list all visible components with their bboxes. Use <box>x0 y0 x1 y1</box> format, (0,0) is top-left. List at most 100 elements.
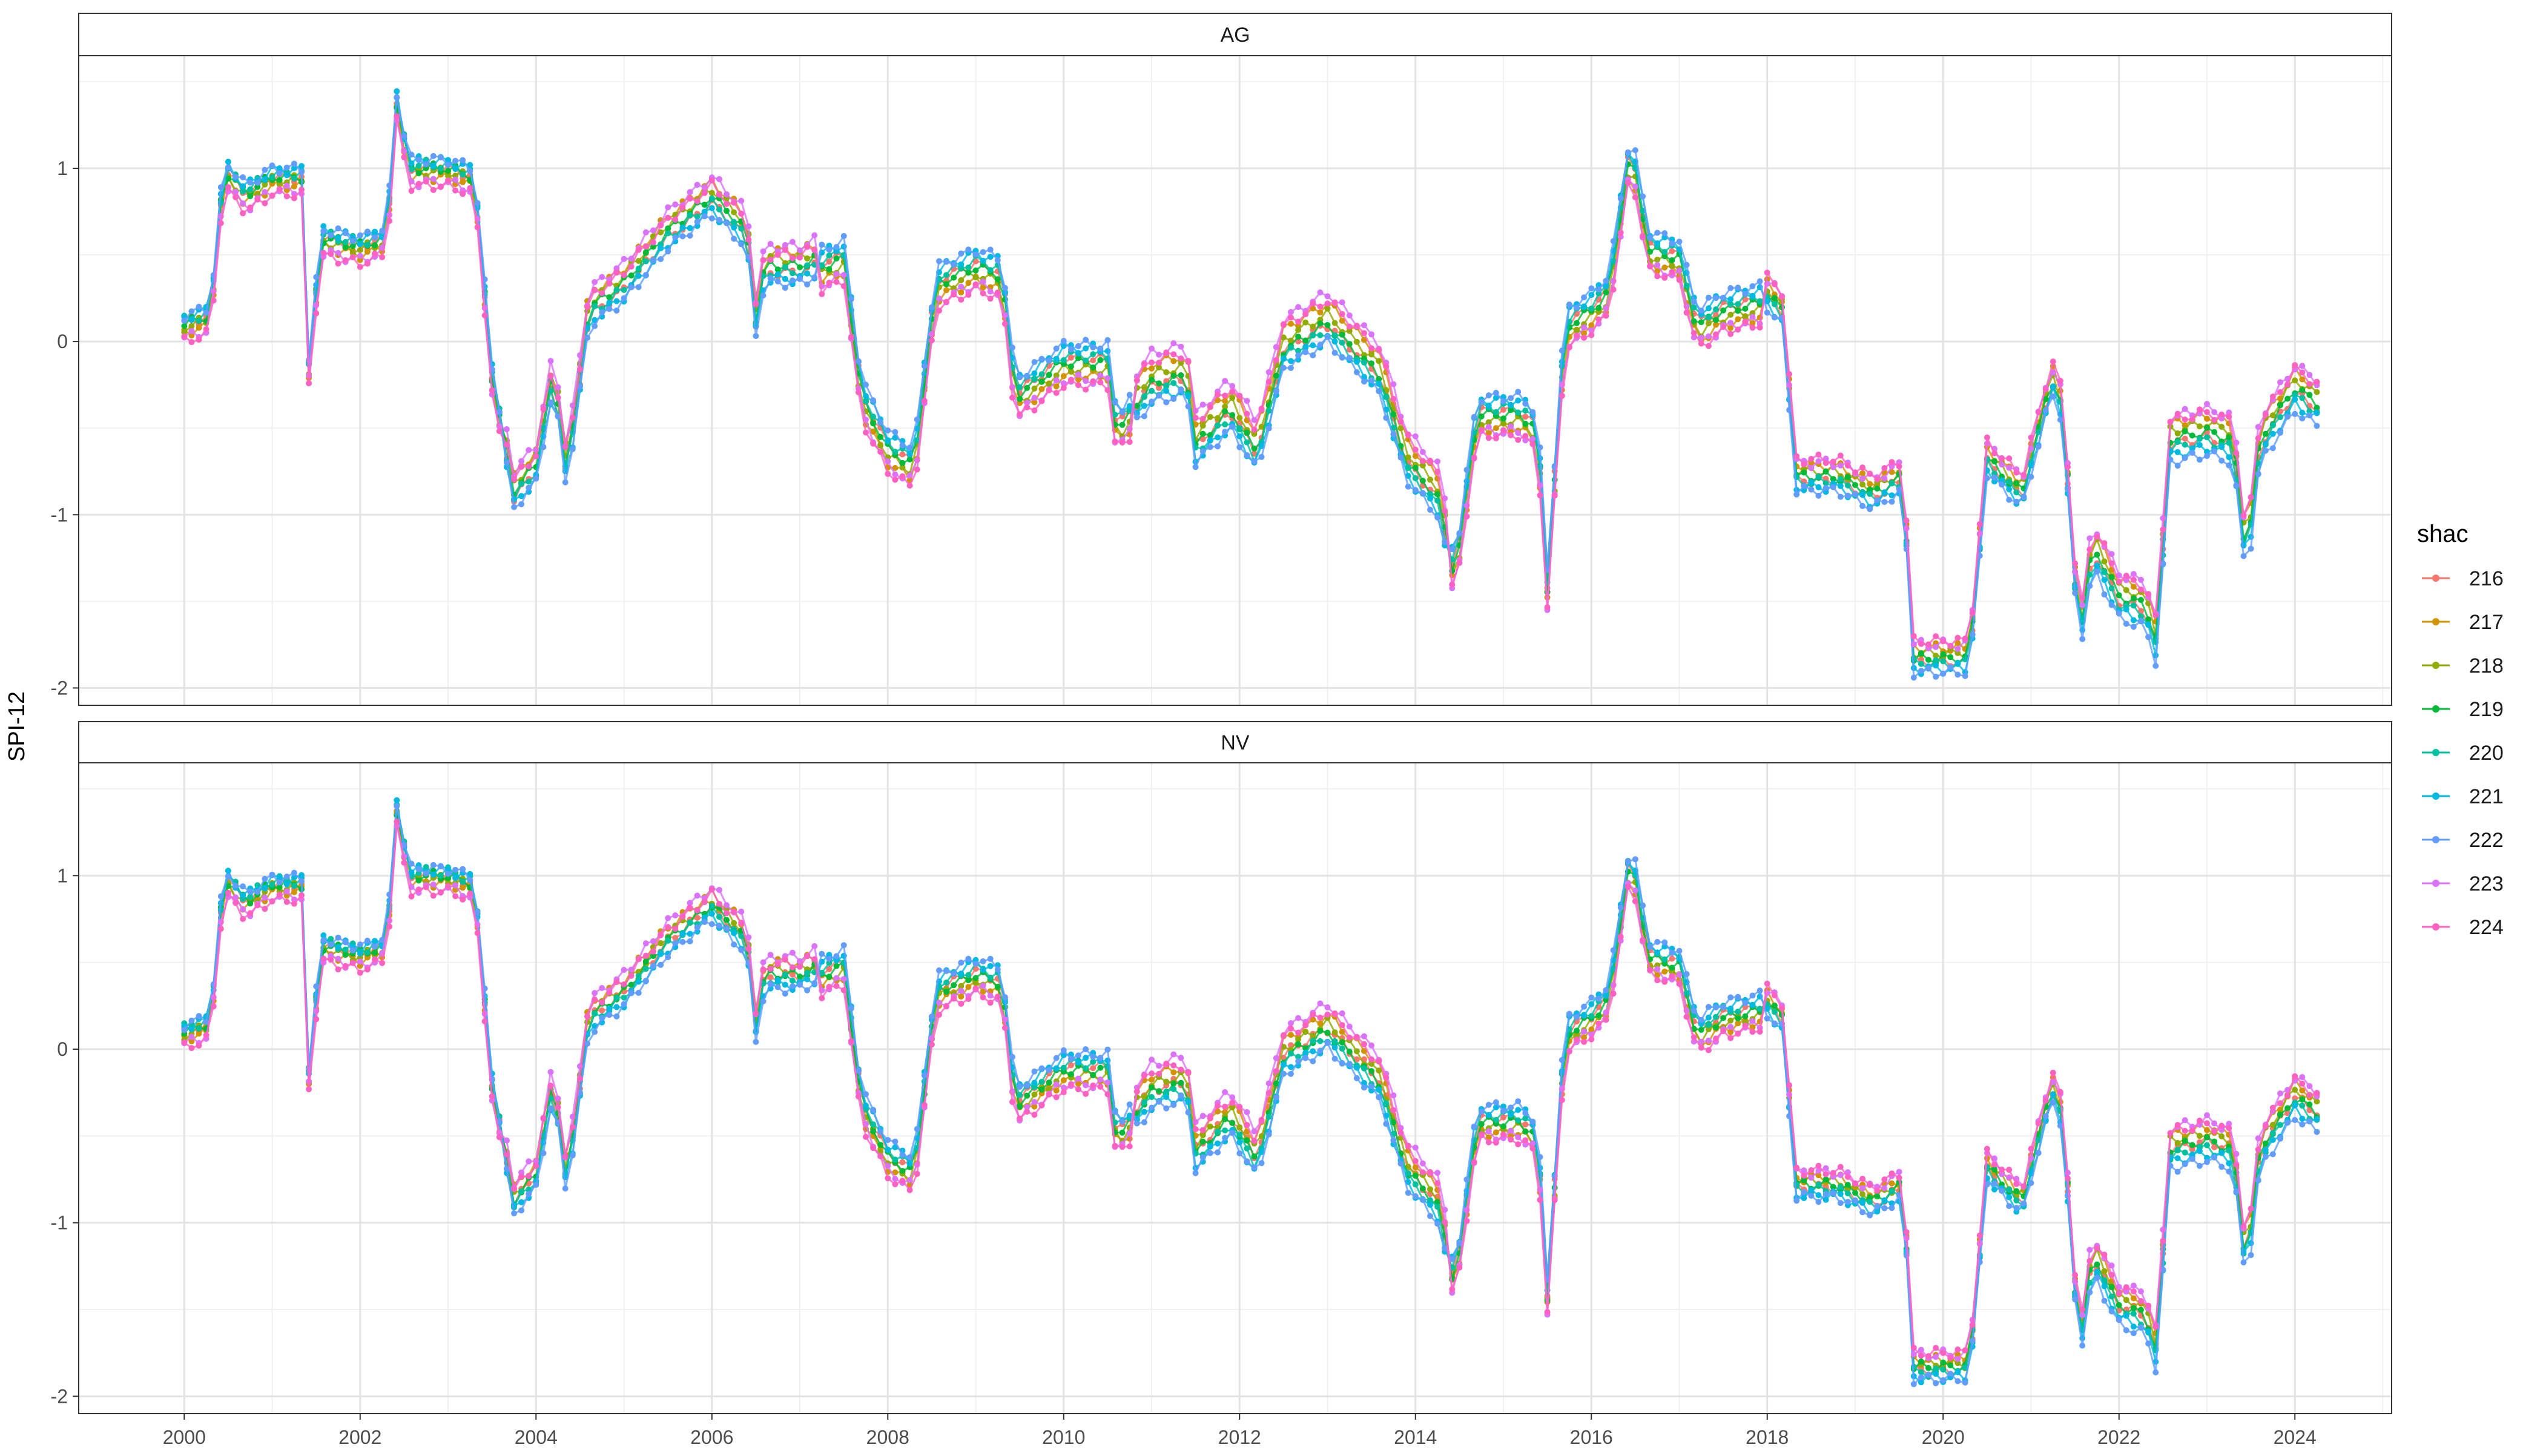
data-point <box>1706 1022 1712 1028</box>
data-point <box>2204 1135 2210 1141</box>
data-point <box>1156 1099 1162 1105</box>
data-point <box>284 888 290 894</box>
data-point <box>1295 1041 1301 1047</box>
data-point <box>2050 1099 2056 1105</box>
data-point <box>1141 394 1147 400</box>
data-point <box>1039 1079 1045 1085</box>
data-point <box>1127 1101 1133 1107</box>
facet-panel-ag: AG-2-101 <box>51 13 2392 705</box>
data-point <box>2175 1147 2181 1153</box>
data-point <box>724 191 730 197</box>
data-point <box>599 1007 605 1013</box>
data-point <box>1735 316 1741 322</box>
data-point <box>965 246 971 252</box>
data-point <box>1434 498 1440 504</box>
data-point <box>724 917 730 923</box>
data-point <box>1735 1009 1741 1015</box>
data-point <box>1611 238 1617 244</box>
data-point <box>2036 444 2042 450</box>
data-point <box>1310 1058 1316 1064</box>
data-point <box>1236 1124 1242 1130</box>
data-point <box>1302 1055 1308 1061</box>
data-point <box>1368 331 1374 337</box>
data-point <box>1801 1189 1807 1195</box>
data-point <box>2204 1127 2210 1133</box>
data-point <box>2233 450 2239 456</box>
data-point <box>885 1163 891 1169</box>
data-point <box>973 268 979 274</box>
data-point <box>877 1142 883 1148</box>
data-point <box>1200 431 1206 437</box>
data-point <box>196 318 202 324</box>
data-point <box>1347 1049 1353 1055</box>
data-point <box>1515 389 1521 395</box>
data-point <box>929 1013 935 1020</box>
data-point <box>262 189 268 195</box>
data-point <box>2102 558 2108 564</box>
data-point <box>1808 479 1814 485</box>
data-point <box>1031 1092 1037 1098</box>
data-point <box>650 239 656 245</box>
data-point <box>745 237 751 243</box>
data-point <box>2086 572 2093 578</box>
data-point <box>2292 411 2298 417</box>
data-point <box>1083 337 1089 343</box>
data-point <box>1954 671 1961 677</box>
data-point <box>995 257 1001 263</box>
data-point <box>643 259 649 265</box>
data-point <box>1559 1057 1565 1063</box>
data-point <box>2131 1330 2137 1336</box>
data-point <box>570 415 576 421</box>
data-point <box>1054 377 1060 383</box>
data-point <box>1031 386 1037 392</box>
data-point <box>2109 602 2115 608</box>
data-point <box>1661 969 1667 975</box>
data-point <box>1706 1004 1712 1010</box>
data-point <box>1574 305 1580 311</box>
data-point <box>1947 654 1953 660</box>
data-point <box>181 1027 187 1033</box>
data-point <box>445 168 451 174</box>
data-point <box>372 950 378 956</box>
data-point <box>1061 385 1067 391</box>
data-point <box>1595 286 1601 292</box>
data-point <box>731 225 737 231</box>
data-point <box>2182 442 2188 448</box>
data-point <box>738 198 744 204</box>
data-point <box>790 239 796 245</box>
data-point <box>1691 318 1697 324</box>
data-point <box>350 947 356 954</box>
data-point <box>1024 404 1030 410</box>
data-point <box>2226 434 2232 440</box>
data-point <box>2204 1159 2210 1165</box>
data-point <box>599 309 605 315</box>
data-point <box>2284 1105 2291 1112</box>
data-point <box>1698 1027 1704 1033</box>
data-point <box>423 179 429 185</box>
data-point <box>409 151 415 157</box>
data-point <box>343 952 349 958</box>
data-point <box>760 960 767 966</box>
data-point <box>753 1039 759 1045</box>
data-point <box>980 291 986 297</box>
data-point <box>1830 459 1836 465</box>
data-point <box>856 389 862 395</box>
data-point <box>372 242 378 248</box>
data-point <box>1310 1049 1316 1055</box>
data-point <box>1661 230 1667 236</box>
data-point <box>2138 587 2144 593</box>
data-point <box>1273 357 1279 363</box>
data-point <box>1772 1003 1778 1009</box>
data-point <box>1170 373 1176 379</box>
data-point <box>1200 416 1206 422</box>
data-point <box>1075 1076 1081 1082</box>
data-point <box>1618 196 1624 202</box>
data-point <box>1772 295 1778 301</box>
data-point <box>1838 483 1844 489</box>
data-point <box>621 967 627 973</box>
data-point <box>2050 394 2056 400</box>
data-point <box>1031 407 1037 413</box>
data-point <box>335 944 341 950</box>
data-point <box>218 184 224 190</box>
data-point <box>870 420 876 426</box>
